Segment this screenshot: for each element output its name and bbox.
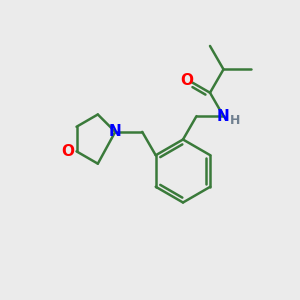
Text: N: N	[217, 109, 230, 124]
Text: O: O	[180, 73, 193, 88]
Text: O: O	[61, 144, 75, 159]
Text: N: N	[109, 124, 122, 140]
Text: H: H	[230, 114, 240, 127]
